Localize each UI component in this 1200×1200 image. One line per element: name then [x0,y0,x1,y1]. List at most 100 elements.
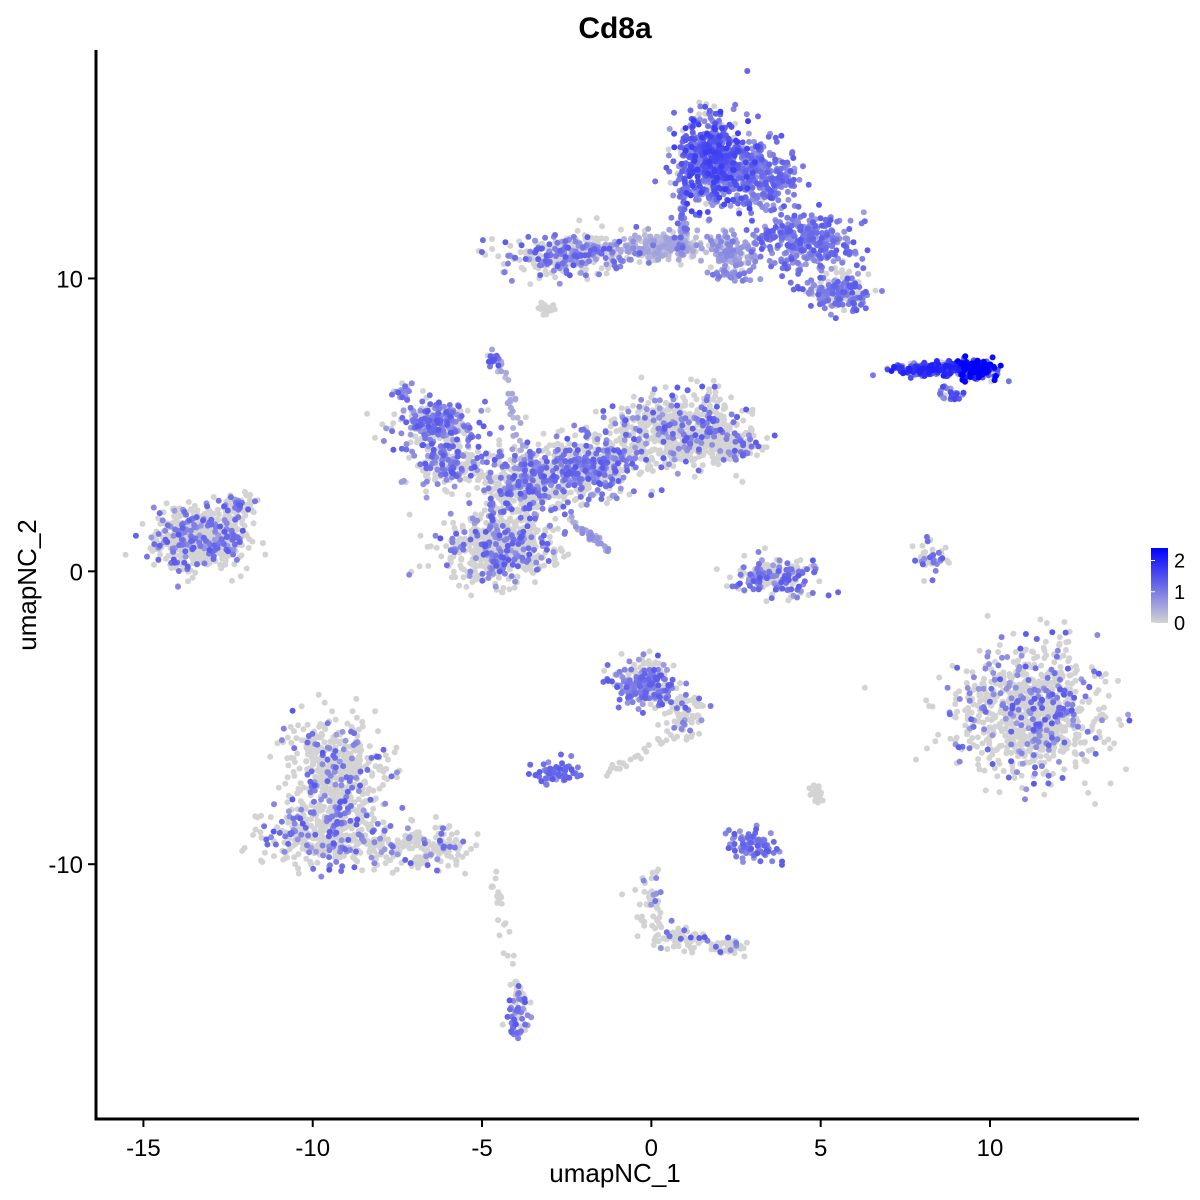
data-point [1010,630,1017,637]
data-point [292,861,299,868]
data-point [489,246,496,252]
data-point [636,901,643,908]
data-point [539,240,546,247]
data-point [1017,688,1024,695]
data-point [656,447,663,454]
data-point [727,441,733,448]
data-point [954,708,961,715]
data-point [512,522,519,529]
data-point [481,507,488,514]
data-point [510,497,517,504]
data-point [454,829,460,836]
data-point [1050,752,1057,759]
data-point [952,701,959,708]
data-point [1008,749,1015,756]
data-point [815,785,822,792]
data-point [507,242,514,249]
data-point [337,854,344,861]
data-point [598,235,605,242]
data-point [421,846,428,853]
data-point [812,797,819,804]
data-point [748,427,755,434]
data-point [696,730,703,737]
data-point [1002,725,1009,732]
data-point [671,735,678,742]
data-point [364,790,371,796]
data-point [359,867,366,874]
data-point [274,740,281,747]
data-point [465,477,472,484]
data-point [975,712,982,719]
data-point [1072,688,1079,695]
data-point [222,561,229,568]
data-point [923,745,930,752]
data-point [994,773,1001,780]
data-point [1081,780,1088,787]
data-point [932,738,939,745]
data-point [601,667,608,674]
data-point [522,249,529,256]
data-point [981,767,988,774]
data-point [258,857,264,864]
data-point [1002,709,1009,716]
data-point [414,439,420,446]
data-point [474,484,481,491]
data-point [645,400,652,406]
data-point [1029,648,1036,655]
data-point [554,525,561,532]
data-point [975,718,982,725]
data-point [1062,727,1069,734]
data-point [475,477,481,484]
data-point [618,405,625,412]
data-point [308,816,314,823]
data-point [319,828,326,835]
data-point [1075,731,1082,738]
data-point [551,562,558,568]
data-point [262,551,269,558]
data-point [1071,750,1078,757]
data-point [286,846,293,853]
data-point [721,416,727,423]
data-point [995,649,1002,655]
data-point [839,274,846,281]
data-point [151,561,157,568]
data-point [638,374,645,381]
data-point [438,553,445,560]
data-point [672,938,679,945]
data-point [1107,745,1113,752]
data-point [371,866,378,873]
data-point [656,736,662,743]
data-point [546,534,553,540]
data-point [674,695,681,702]
data-point [649,922,656,929]
data-point [552,274,559,281]
data-point [664,946,671,953]
data-point [641,745,648,752]
data-point [653,460,660,467]
data-point [720,406,727,413]
data-point [310,761,317,768]
data-point [478,511,485,518]
data-point [632,886,639,893]
data-point [1036,678,1042,685]
data-point [675,925,682,932]
data-point [506,566,513,573]
data-point [1089,722,1096,729]
data-point [391,411,398,418]
data-point [513,518,520,525]
data-point [1061,766,1068,773]
data-point [254,814,261,821]
data-point [1051,659,1058,666]
data-point [618,226,624,233]
chart-title: Cd8a [578,12,652,45]
data-point [816,578,823,585]
data-point [620,760,626,767]
data-point [473,842,480,849]
data-point [389,869,396,876]
data-point [372,708,379,715]
data-point [379,421,386,428]
data-point [647,701,654,708]
data-point [1100,704,1107,711]
data-point [246,496,253,503]
data-point [1123,766,1129,773]
